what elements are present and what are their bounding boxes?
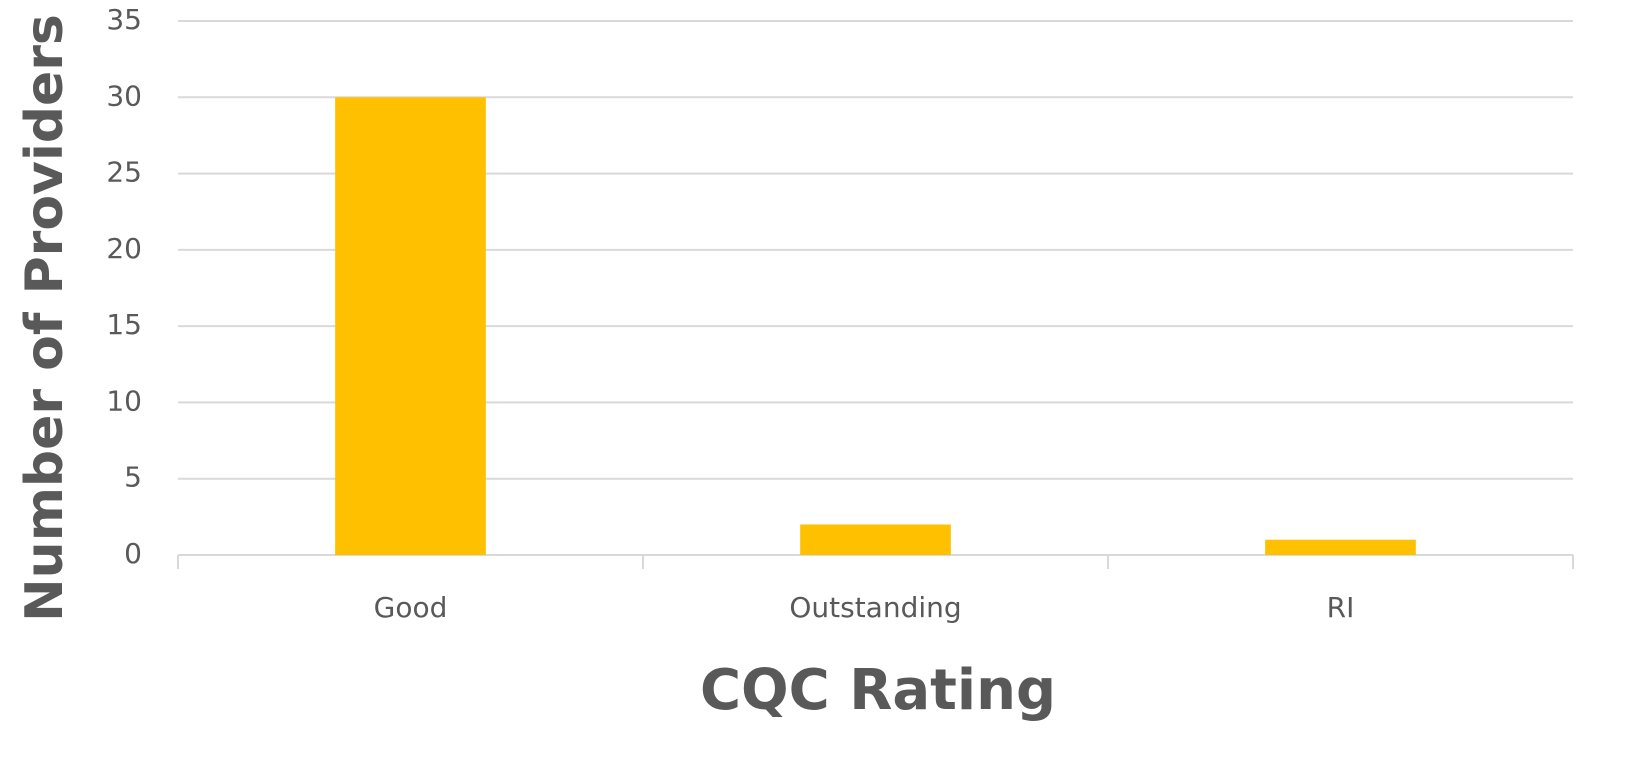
x-tick-label: Outstanding — [789, 591, 961, 624]
y-tick-label: 30 — [106, 79, 142, 112]
bar — [335, 97, 486, 556]
y-tick-label: 15 — [106, 308, 142, 341]
x-tick-label: RI — [1327, 591, 1355, 624]
y-tick-label: 25 — [106, 156, 142, 189]
y-tick-label: 5 — [124, 461, 142, 494]
x-axis-title: CQC Rating — [700, 658, 1056, 723]
y-tick-label: 20 — [106, 232, 142, 265]
y-tick-label: 35 — [106, 3, 142, 36]
y-tick-label: 10 — [106, 384, 142, 417]
bar — [1265, 539, 1416, 555]
bar — [800, 524, 951, 555]
y-axis-title: Number of Providers — [15, 14, 75, 622]
y-tick-label: 0 — [124, 537, 142, 570]
x-tick-label: Good — [374, 591, 448, 624]
